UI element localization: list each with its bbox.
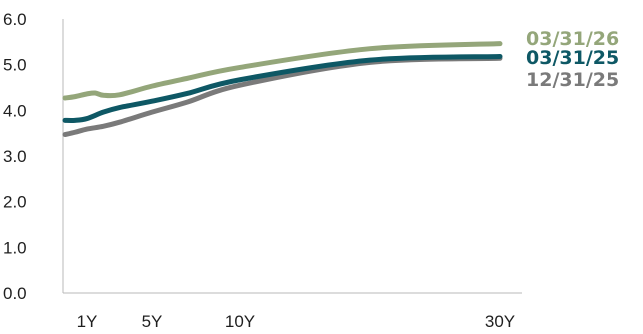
y-tick-label: 1.0 (3, 238, 27, 257)
x-tick-label: 10Y (225, 312, 255, 331)
y-tick-label: 0.0 (3, 284, 27, 303)
legend-label: 03/31/25 (526, 47, 619, 69)
legend-label: 12/31/25 (526, 69, 619, 91)
series-line-12-31-25 (62, 55, 503, 138)
y-tick-label: 5.0 (3, 56, 27, 75)
y-tick-label: 2.0 (3, 193, 27, 212)
y-axis-ticks: 0.0 1.0 2.0 3.0 4.0 5.0 6.0 (3, 10, 27, 303)
y-tick-label: 6.0 (3, 10, 27, 29)
chart-axes (62, 19, 522, 294)
x-tick-label: 1Y (77, 312, 98, 331)
y-tick-label: 3.0 (3, 147, 27, 166)
x-axis-ticks: 1Y 5Y 10Y 30Y (77, 312, 516, 331)
series-lines (62, 41, 503, 138)
y-tick-label: 4.0 (3, 101, 27, 120)
series-line-03-31-25 (62, 53, 503, 124)
x-tick-label: 5Y (142, 312, 163, 331)
series-line-03-31-26 (62, 41, 503, 101)
legend-label: 03/31/26 (526, 28, 619, 50)
x-tick-label: 30Y (485, 312, 515, 331)
